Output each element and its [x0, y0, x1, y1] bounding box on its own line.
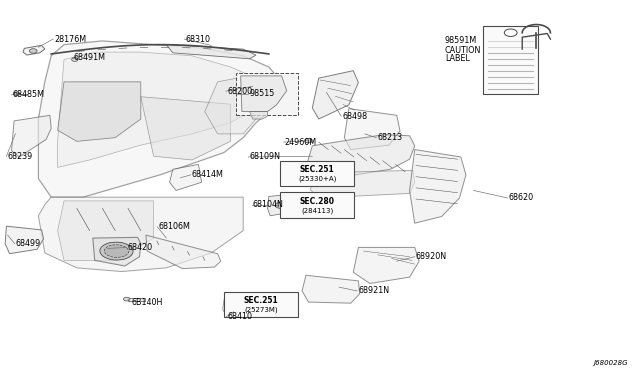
Text: (25273M): (25273M) — [244, 307, 278, 313]
Polygon shape — [170, 164, 202, 190]
Text: SEC.251: SEC.251 — [243, 296, 278, 305]
Text: 98591M: 98591M — [445, 36, 477, 45]
Circle shape — [13, 92, 20, 96]
Text: 98515: 98515 — [250, 89, 275, 98]
Polygon shape — [250, 112, 268, 119]
Polygon shape — [58, 201, 154, 260]
Circle shape — [305, 138, 312, 143]
Polygon shape — [302, 275, 360, 303]
Polygon shape — [38, 197, 243, 272]
Text: 68498: 68498 — [342, 112, 367, 121]
Text: 6B140H: 6B140H — [131, 298, 163, 307]
Text: 28176M: 28176M — [54, 35, 86, 44]
Polygon shape — [353, 247, 419, 283]
Circle shape — [504, 29, 517, 36]
Text: SEC.280: SEC.280 — [300, 197, 335, 206]
Polygon shape — [268, 194, 296, 216]
Text: 68920N: 68920N — [416, 252, 447, 261]
Polygon shape — [344, 109, 400, 150]
Circle shape — [124, 297, 130, 301]
Text: 68410: 68410 — [227, 312, 252, 321]
Polygon shape — [38, 41, 282, 197]
Bar — [483, 26, 538, 94]
Text: 68106M: 68106M — [159, 222, 191, 231]
Polygon shape — [5, 226, 44, 254]
Polygon shape — [128, 298, 145, 301]
Polygon shape — [23, 45, 45, 55]
Bar — [236, 73, 298, 115]
Text: SEC.251: SEC.251 — [300, 165, 335, 174]
Text: J680028G: J680028G — [593, 360, 627, 366]
Polygon shape — [205, 74, 269, 134]
Polygon shape — [93, 237, 141, 266]
Bar — [280, 161, 354, 186]
Text: 68213: 68213 — [378, 133, 403, 142]
Text: 68310: 68310 — [186, 35, 211, 44]
Text: CAUTION: CAUTION — [445, 46, 481, 55]
Circle shape — [72, 58, 78, 61]
Text: 68104N: 68104N — [253, 200, 284, 209]
Text: 68420: 68420 — [128, 243, 153, 252]
Polygon shape — [12, 115, 51, 157]
Polygon shape — [141, 97, 230, 160]
Text: 68620: 68620 — [509, 193, 534, 202]
Bar — [224, 292, 298, 317]
Polygon shape — [58, 82, 141, 141]
Text: (25330+A): (25330+A) — [298, 176, 336, 182]
Polygon shape — [312, 71, 358, 119]
Polygon shape — [410, 150, 466, 223]
Text: 68414M: 68414M — [192, 170, 224, 179]
Polygon shape — [241, 76, 287, 112]
Ellipse shape — [104, 245, 129, 257]
Text: 24960M: 24960M — [285, 138, 317, 147]
Text: (284113): (284113) — [301, 207, 333, 214]
Polygon shape — [223, 299, 275, 317]
Circle shape — [275, 202, 285, 208]
Text: 68200: 68200 — [227, 87, 252, 96]
Polygon shape — [166, 45, 256, 59]
Polygon shape — [307, 135, 415, 175]
Text: 68491M: 68491M — [74, 53, 106, 62]
Ellipse shape — [100, 242, 133, 260]
Polygon shape — [58, 52, 262, 167]
Text: 68239: 68239 — [8, 152, 33, 161]
Text: 68109N: 68109N — [250, 153, 280, 161]
Text: LABEL: LABEL — [445, 54, 470, 63]
Polygon shape — [146, 235, 221, 269]
Text: 68499: 68499 — [16, 239, 41, 248]
Text: 68921N: 68921N — [358, 286, 390, 295]
Circle shape — [29, 49, 37, 53]
Polygon shape — [310, 170, 415, 198]
Text: 68485M: 68485M — [13, 90, 45, 99]
Bar — [280, 192, 354, 218]
